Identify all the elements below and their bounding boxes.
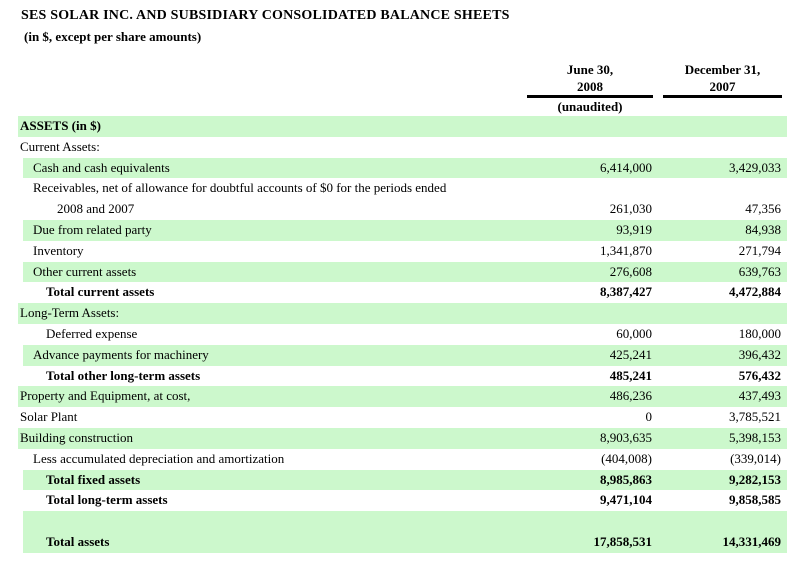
value-december-31-2007: 180,000 (738, 325, 781, 341)
column2-month: December 31, (684, 62, 761, 77)
table-row: Inventory 1,341,870 271,794 (18, 241, 787, 262)
row-label: Advance payments for machinery (33, 346, 209, 362)
table-row: Advance payments for machinery 425,241 396… (18, 344, 787, 366)
column1-year: 2008 (527, 78, 653, 98)
row-label: Current Assets: (20, 138, 100, 154)
row-label: Less accumulated depreciation and amorti… (33, 450, 285, 466)
row-label: ASSETS (in $) (20, 118, 101, 133)
row-label: Long-Term Assets: (20, 305, 120, 321)
row-label: Total long-term assets (46, 492, 168, 508)
row-label: Inventory (33, 242, 84, 258)
value-december-31-2007: (339,014) (730, 450, 781, 466)
row-label: Deferred expense (46, 325, 138, 341)
table-row: Solar Plant 0 3,785,521 (18, 407, 787, 428)
row-label-continued: 2008 and 2007 (57, 201, 135, 217)
row-label: Other current assets (33, 263, 137, 279)
value-june-30-2008: 0 (645, 409, 653, 425)
row-label: Total fixed assets (46, 471, 141, 487)
value-december-31-2007: 437,493 (738, 388, 781, 404)
table-row: Total other long-term assets 485,241 576,4… (18, 366, 787, 387)
row-label: Receivables, net of allowance for doubtf… (33, 180, 447, 196)
table-row: Total current assets 8,387,427 4,472,884 (18, 282, 787, 303)
value-december-31-2007: 84,938 (745, 221, 781, 237)
column-header-june-30-2008: June 30, 2008 (unaudited) (527, 61, 653, 115)
value-december-31-2007: 576,432 (738, 367, 781, 383)
row-label: Cash and cash equivalents (33, 159, 170, 175)
row-label: Due from related party (33, 221, 152, 237)
table-row: Other current assets 276,608 639,763 (18, 261, 787, 283)
table-row: Cash and cash equivalents 6,414,000 3,429,… (18, 157, 787, 179)
column1-month: June 30, (566, 62, 614, 77)
value-december-31-2007: 5,398,153 (729, 429, 781, 445)
row-label: Solar Plant (20, 409, 78, 425)
row-label: Building construction (20, 429, 134, 445)
document-subtitle: (in $, except per share amounts) (24, 29, 202, 44)
value-june-30-2008: 486,236 (609, 388, 652, 404)
table-row: Total fixed assets 8,985,863 9,282,153 (18, 469, 787, 491)
value-december-31-2007: 47,356 (745, 201, 781, 217)
value-december-31-2007: 3,429,033 (729, 159, 781, 175)
value-june-30-2008: 6,414,000 (600, 159, 652, 175)
table-row: Total long-term assets 9,471,104 9,858,585 (18, 490, 787, 511)
value-june-30-2008: 261,030 (609, 201, 652, 217)
value-june-30-2008: (404,008) (601, 450, 652, 466)
document-title: SES SOLAR INC. AND SUBSIDIARY CONSOLIDAT… (21, 8, 510, 23)
table-row: Due from related party 93,919 84,938 (18, 219, 787, 241)
value-december-31-2007: 4,472,884 (729, 284, 781, 300)
value-december-31-2007: 396,432 (738, 346, 781, 362)
value-june-30-2008: 9,471,104 (600, 492, 652, 508)
value-june-30-2008: 276,608 (609, 263, 652, 279)
column2-year: 2007 (663, 78, 782, 98)
row-spacer (18, 511, 787, 532)
row-label: Total assets (46, 533, 110, 549)
value-june-30-2008: 8,903,635 (600, 429, 652, 445)
row-label: Total other long-term assets (46, 367, 201, 383)
value-june-30-2008: 8,387,427 (600, 284, 652, 300)
value-june-30-2008: 485,241 (609, 367, 652, 383)
table-row: Current Assets: (18, 137, 787, 158)
value-june-30-2008: 8,985,863 (600, 471, 652, 487)
value-december-31-2007: 271,794 (738, 242, 781, 258)
value-june-30-2008: 425,241 (609, 346, 652, 362)
value-june-30-2008: 1,341,870 (600, 242, 652, 258)
table-row: Property and Equipment, at cost, 486,236 4… (18, 386, 787, 408)
value-june-30-2008: 17,858,531 (593, 533, 653, 549)
table-row: ASSETS (in $) (18, 116, 787, 137)
table-row: Total assets 17,858,531 14,331,469 (18, 511, 787, 553)
row-label: Total current assets (46, 284, 155, 300)
value-june-30-2008: 60,000 (616, 325, 652, 341)
column1-unaudited-note: (unaudited) (557, 99, 623, 114)
value-june-30-2008: 93,919 (616, 221, 652, 237)
table-row: Long-Term Assets: (18, 303, 787, 324)
row-label: Property and Equipment, at cost, (20, 388, 191, 404)
value-december-31-2007: 14,331,469 (722, 533, 782, 549)
value-december-31-2007: 9,282,153 (729, 471, 781, 487)
value-december-31-2007: 3,785,521 (729, 409, 781, 425)
table-row: Less accumulated depreciation and amorti… (18, 449, 787, 470)
table-row: Building construction 8,903,635 5,398,153 (18, 427, 787, 449)
value-december-31-2007: 9,858,585 (729, 492, 781, 508)
column-header-december-31-2007: December 31, 2007 (663, 61, 782, 98)
value-december-31-2007: 639,763 (738, 263, 781, 279)
table-row: Receivables, net of allowance for doubtf… (18, 178, 787, 220)
table-row: Deferred expense 60,000 180,000 (18, 324, 787, 345)
balance-sheet-table: ASSETS (in $) Current Assets: Cash and cas… (18, 116, 787, 553)
